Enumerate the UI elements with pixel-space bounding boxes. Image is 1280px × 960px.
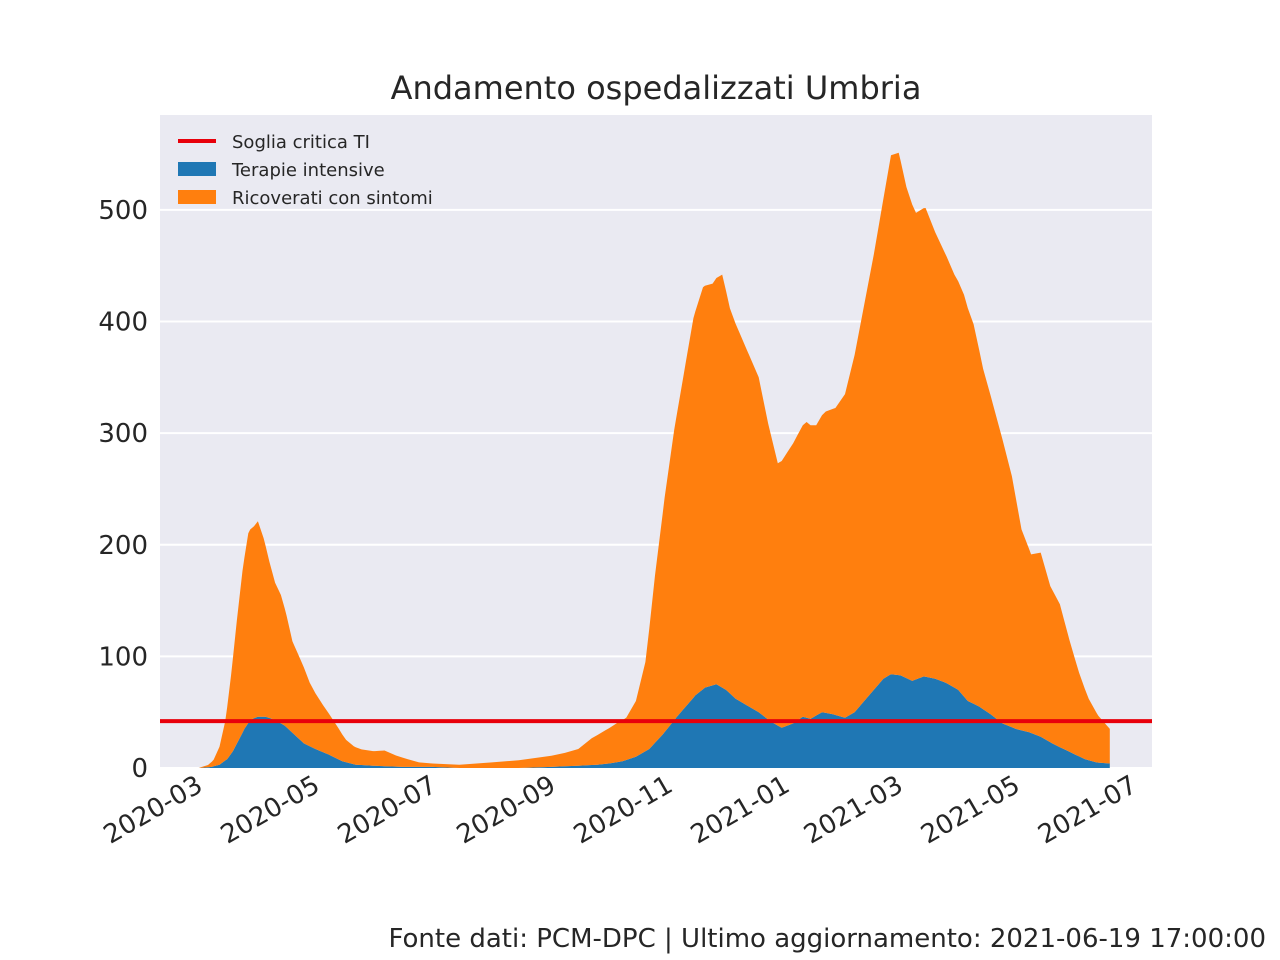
x-tick-label: 2021-05 <box>916 770 1025 850</box>
x-tick-label: 2021-01 <box>686 770 795 850</box>
area-ricoverati-con-sintomi <box>198 152 1110 768</box>
legend-label-soglia: Soglia critica TI <box>232 132 370 153</box>
x-tick-label: 2020-09 <box>452 770 561 850</box>
y-tick-label: 300 <box>98 419 148 449</box>
y-axis-ticks: 0 100 200 300 400 500 <box>98 196 148 784</box>
legend-label-ricoverati-con-sintomi: Ricoverati con sintomi <box>232 188 433 209</box>
y-tick-label: 400 <box>98 308 148 338</box>
chart-title: Andamento ospedalizzati Umbria <box>391 69 922 107</box>
legend-swatch-terapie-intensive <box>178 162 216 176</box>
y-tick-label: 500 <box>98 196 148 226</box>
x-tick-label: 2020-03 <box>99 770 208 850</box>
x-tick-label: 2021-07 <box>1033 770 1142 850</box>
legend-label-terapie-intensive: Terapie intensive <box>231 160 385 181</box>
area-terapie-intensive <box>198 674 1110 768</box>
data-source-footer: Fonte dati: PCM-DPC | Ultimo aggiornamen… <box>388 924 1267 954</box>
legend: Soglia critica TI Terapie intensive Ricove… <box>178 132 433 209</box>
y-tick-label: 100 <box>98 642 148 672</box>
x-tick-label: 2020-07 <box>333 770 442 850</box>
area-series <box>198 152 1110 768</box>
y-tick-label: 0 <box>131 754 148 784</box>
x-axis-ticks: 2020-03 2020-05 2020-07 2020-09 2020-11 2021-… <box>99 770 1143 850</box>
x-tick-label: 2021-03 <box>799 770 908 850</box>
x-tick-label: 2020-11 <box>569 770 678 850</box>
x-tick-label: 2020-05 <box>216 770 325 850</box>
legend-swatch-ricoverati-con-sintomi <box>178 190 216 204</box>
y-tick-label: 200 <box>98 531 148 561</box>
